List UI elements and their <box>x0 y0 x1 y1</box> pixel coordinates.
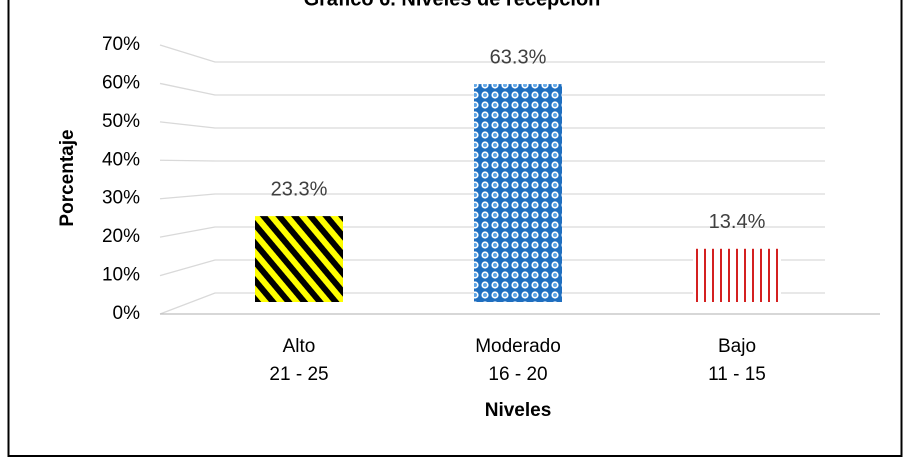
bar <box>693 248 781 302</box>
y-tick-label: 20% <box>102 226 140 247</box>
bar <box>255 216 343 302</box>
value-label: 13.4% <box>709 211 766 233</box>
value-label: 23.3% <box>271 178 328 200</box>
grid-line <box>159 159 825 162</box>
x-axis-label: Niveles <box>485 400 552 421</box>
x-tick-label: 16 - 20 <box>488 364 547 385</box>
y-axis-label: Porcentaje <box>57 129 78 226</box>
y-tick-label: 50% <box>102 111 140 132</box>
grid-line <box>159 259 825 277</box>
x-tick-label: 11 - 15 <box>708 364 766 385</box>
x-tick-label: Moderado <box>475 336 561 357</box>
grid-line <box>159 193 825 200</box>
y-tick-label: 70% <box>102 34 140 55</box>
frame <box>7 0 903 457</box>
y-tick-label: 0% <box>113 303 141 324</box>
y-tick-label: 40% <box>102 149 140 170</box>
chart-title: Gráfico 6. Niveles de recepción <box>304 0 601 10</box>
y-tick-label: 10% <box>102 265 140 286</box>
x-tick-label: Alto <box>283 336 316 357</box>
y-tick-label: 60% <box>102 72 140 93</box>
x-tick-label: 21 - 25 <box>269 364 328 385</box>
grid-line <box>159 292 825 315</box>
x-tick-label: Bajo <box>718 336 756 357</box>
value-label: 63.3% <box>490 46 547 68</box>
grid-line <box>159 226 825 238</box>
grid-line <box>159 82 825 96</box>
grid-line <box>159 44 825 63</box>
grid-line <box>159 121 825 129</box>
y-tick-label: 30% <box>102 188 140 209</box>
bar <box>474 84 562 302</box>
